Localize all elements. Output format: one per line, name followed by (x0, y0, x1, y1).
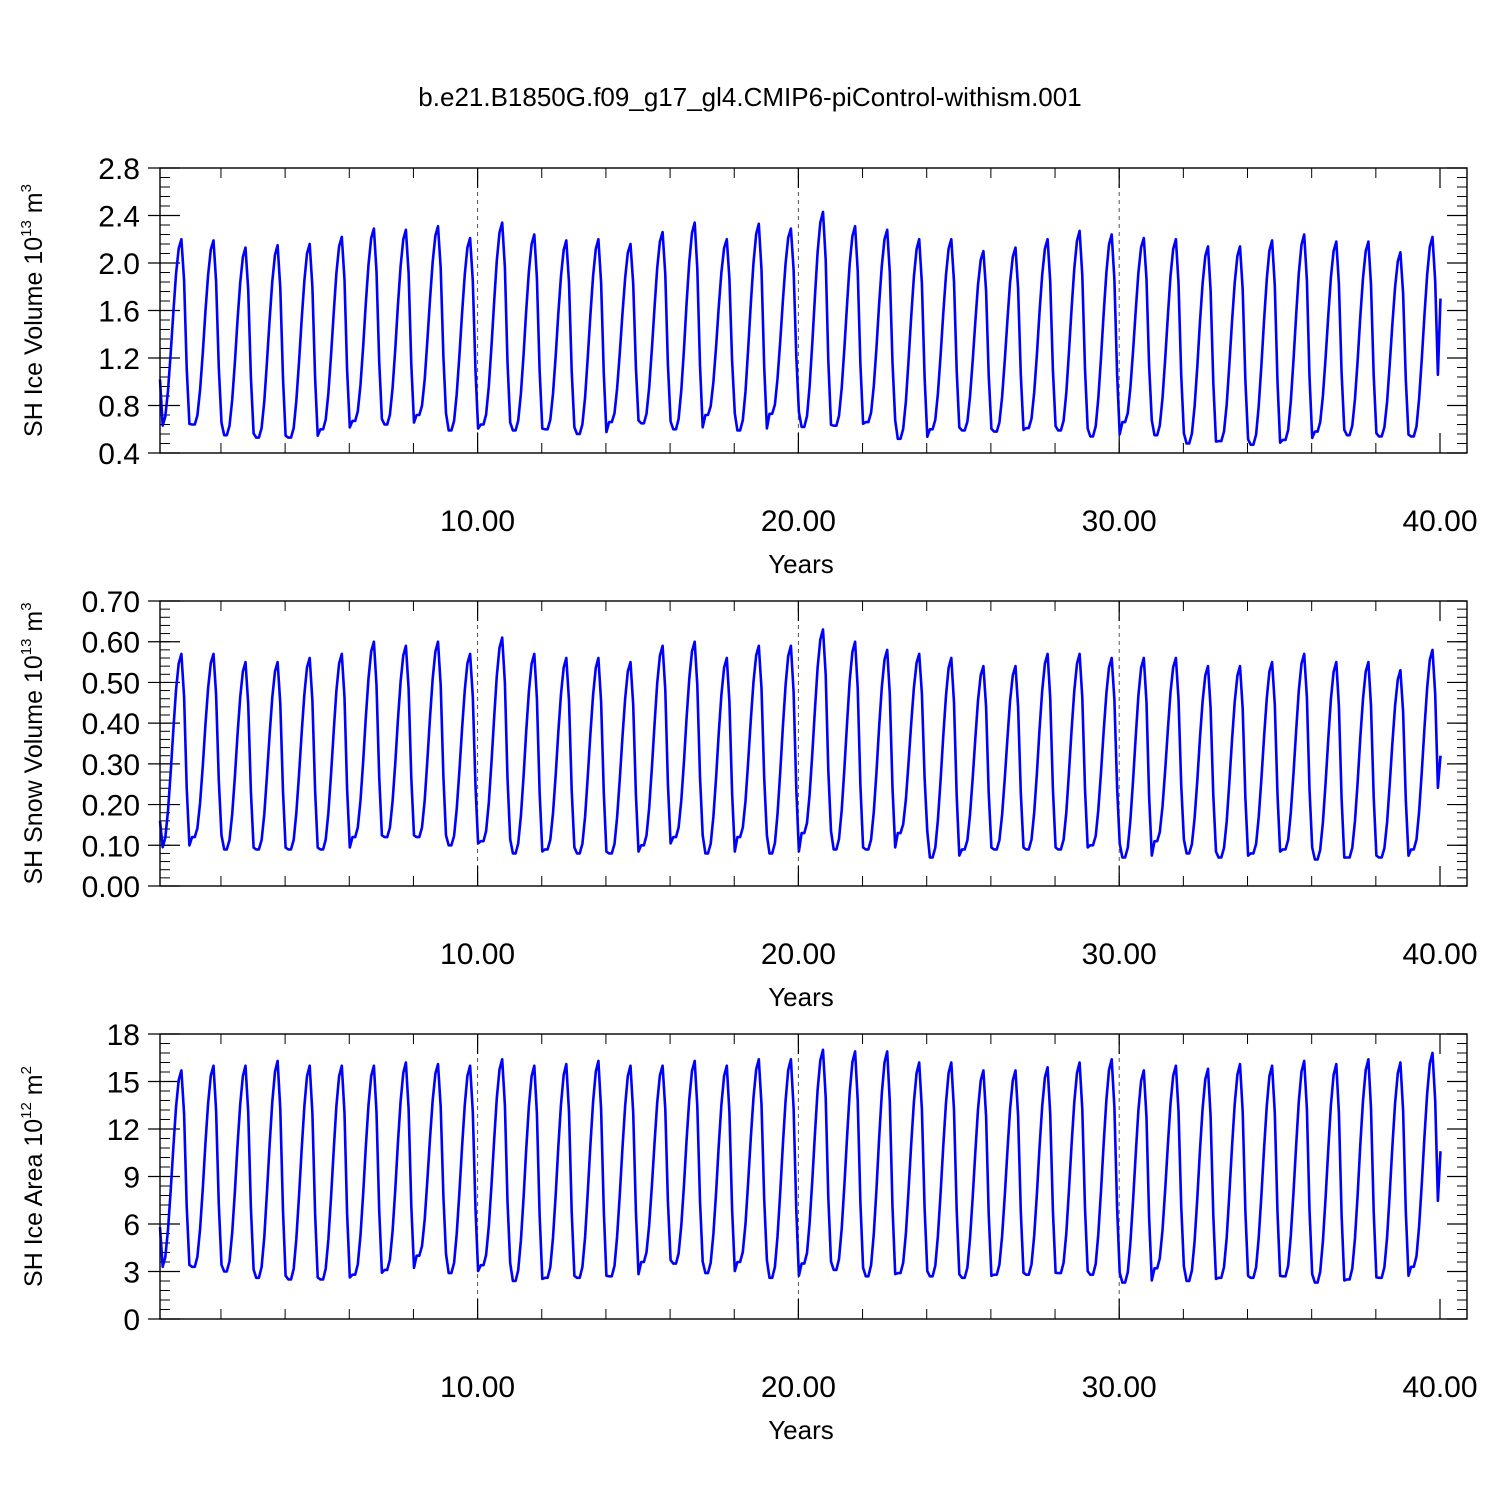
x-tick-label: 20.00 (761, 938, 836, 971)
y-tick-label: 0.8 (98, 391, 140, 424)
series-line (158, 1048, 1442, 1284)
x-tick-label: 40.00 (1402, 1371, 1477, 1404)
x-axis-title: Years (768, 1415, 834, 1445)
x-axis-title: Years (768, 549, 834, 579)
x-tick-label: 40.00 (1402, 938, 1477, 971)
y-tick-label: 0.20 (82, 790, 140, 823)
x-tick-label: 20.00 (761, 1371, 836, 1404)
y-tick-label: 0.4 (98, 438, 140, 471)
y-axis-title-main: SH Snow Volume 10 (20, 655, 48, 884)
y-axis-title-unit: m (20, 611, 48, 639)
y-axis-title: SH Ice Area 1012 m2 (18, 1066, 48, 1287)
y-axis-title-unit: m (20, 1074, 48, 1102)
y-tick-label: 2.0 (98, 248, 140, 281)
plot-frame (159, 600, 1468, 887)
y-axis-title-main: SH Ice Area 10 (20, 1119, 48, 1287)
y-tick-label: 0 (123, 1304, 140, 1337)
x-tick-label: 10.00 (440, 505, 515, 538)
y-axis-title-exponent: 13 (18, 639, 35, 656)
x-tick-label: 20.00 (761, 505, 836, 538)
x-tick-label: 30.00 (1082, 1371, 1157, 1404)
x-tick-label: 30.00 (1082, 938, 1157, 971)
x-axis-title: Years (768, 982, 834, 1012)
y-tick-label: 18 (107, 1019, 140, 1052)
x-tick-label: 10.00 (440, 938, 515, 971)
y-axis-title-unit-exponent: 3 (18, 184, 35, 192)
y-axis-title-unit-exponent: 3 (18, 602, 35, 610)
y-tick-label: 1.6 (98, 296, 140, 329)
y-axis-title-unit-exponent: 2 (18, 1066, 35, 1074)
plot-frame (159, 1033, 1468, 1320)
y-tick-label: 0.30 (82, 749, 140, 782)
y-axis-title-exponent: 12 (18, 1102, 35, 1119)
y-tick-label: 0.40 (82, 708, 140, 741)
y-tick-label: 2.4 (98, 201, 140, 234)
plot-panels: 0.40.81.21.62.02.42.810.00 20.00 30.00 40.0… (18, 153, 1478, 1445)
y-axis-title-main: SH Ice Volume 10 (20, 237, 48, 437)
y-axis-title-exponent: 13 (18, 220, 35, 237)
y-tick-label: 1.2 (98, 343, 140, 376)
series-line (158, 210, 1442, 447)
figure-title: b.e21.B1850G.f09_g17_gl4.CMIP6-piControl… (418, 82, 1081, 112)
plot-frame (159, 167, 1468, 454)
y-tick-label: 0.60 (82, 627, 140, 660)
y-tick-label: 6 (123, 1209, 140, 1242)
y-tick-label: 9 (123, 1162, 140, 1195)
panel-1: 0.4 0.8 1.2 1.6 2.0 2.4 2.8 10.00 20.00 30.00 40.0… (18, 153, 1478, 579)
y-axis-title-unit: m (20, 192, 48, 220)
y-tick-label: 12 (107, 1114, 140, 1147)
panel-3: 0 3 6 9 12 15 18 10.00 20.00 30.00 40.00 Years SH Ic… (18, 1019, 1478, 1445)
x-tick-label: 30.00 (1082, 505, 1157, 538)
y-axis-title: SH Snow Volume 1013 m3 (18, 602, 48, 884)
x-tick-label: 10.00 (440, 1371, 515, 1404)
y-tick-label: 0.10 (82, 830, 140, 863)
y-tick-label: 2.8 (98, 153, 140, 186)
y-tick-label: 0.00 (82, 871, 140, 904)
y-tick-label: 15 (107, 1067, 140, 1100)
y-tick-label: 0.50 (82, 667, 140, 700)
y-tick-label: 3 (123, 1257, 140, 1290)
panel-2: 0.00 0.10 0.20 0.30 0.40 0.50 0.60 0.70 10.00 20.… (18, 586, 1478, 1012)
y-tick-label: 0.70 (82, 586, 140, 619)
series-line (158, 628, 1442, 861)
x-tick-label: 40.00 (1402, 505, 1477, 538)
y-axis-title: SH Ice Volume 1013 m3 (18, 184, 48, 437)
